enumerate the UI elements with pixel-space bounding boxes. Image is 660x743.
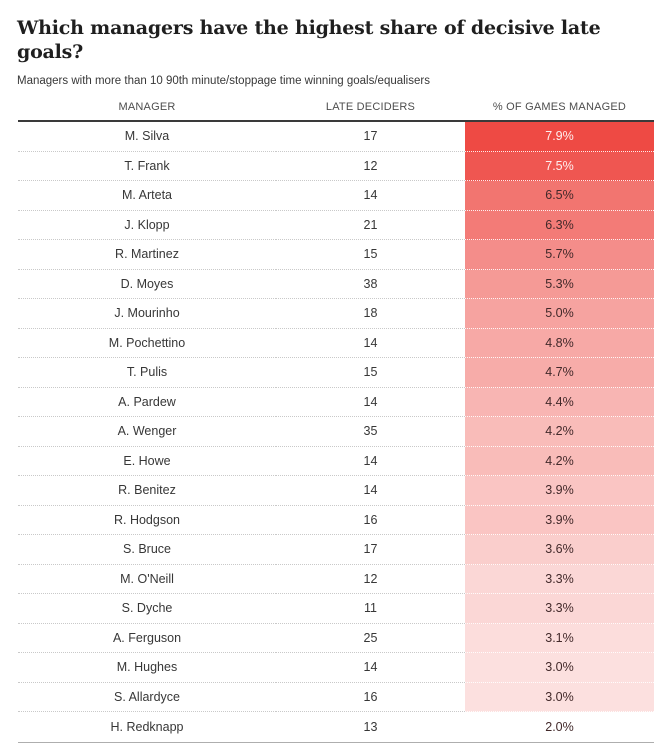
late-deciders-value: 14 xyxy=(276,476,465,506)
table-header-row: MANAGER LATE DECIDERS % OF GAMES MANAGED xyxy=(18,101,654,120)
pct-games-value: 4.8% xyxy=(465,328,654,358)
late-deciders-value: 15 xyxy=(276,358,465,388)
pct-games-value: 5.3% xyxy=(465,269,654,299)
table-row: M. Arteta 14 6.5% xyxy=(18,181,654,211)
manager-name: M. Arteta xyxy=(18,181,276,211)
manager-name: T. Frank xyxy=(18,152,276,181)
late-deciders-value: 15 xyxy=(276,240,465,270)
pct-games-value: 3.1% xyxy=(465,623,654,653)
pct-games-value: 3.3% xyxy=(465,594,654,624)
manager-name: S. Allardyce xyxy=(18,683,276,712)
manager-name: J. Klopp xyxy=(18,211,276,240)
manager-name: D. Moyes xyxy=(18,270,276,299)
late-deciders-value: 14 xyxy=(276,447,465,476)
page-subtitle: Managers with more than 10 90th minute/s… xyxy=(17,75,430,87)
pct-games-value: 3.0% xyxy=(465,653,654,683)
manager-name: M. Hughes xyxy=(18,653,276,683)
manager-name: J. Mourinho xyxy=(18,299,276,329)
pct-games-value: 6.3% xyxy=(465,210,654,240)
column-header-manager: MANAGER xyxy=(118,101,176,113)
pct-games-value: 4.2% xyxy=(465,417,654,447)
table-row: M. Pochettino 14 4.8% xyxy=(18,328,654,358)
late-deciders-value: 38 xyxy=(276,270,465,299)
pct-games-value: 3.6% xyxy=(465,535,654,565)
late-deciders-value: 18 xyxy=(276,299,465,329)
manager-name: S. Bruce xyxy=(18,535,276,565)
pct-games-value: 3.3% xyxy=(465,564,654,594)
table-row: M. O'Neill 12 3.3% xyxy=(18,564,654,594)
late-deciders-value: 16 xyxy=(276,683,465,712)
table-row: R. Benitez 14 3.9% xyxy=(18,476,654,506)
pct-games-value: 6.5% xyxy=(465,181,654,211)
pct-games-value: 5.7% xyxy=(465,240,654,270)
pct-games-value: 7.5% xyxy=(465,151,654,181)
table-row: M. Silva 17 7.9% xyxy=(18,122,654,152)
pct-games-value: 4.7% xyxy=(465,358,654,388)
column-header-late-deciders: LATE DECIDERS xyxy=(325,101,416,113)
late-deciders-value: 35 xyxy=(276,417,465,447)
manager-name: T. Pulis xyxy=(18,358,276,388)
late-deciders-value: 14 xyxy=(276,653,465,683)
manager-name: M. Silva xyxy=(18,122,276,152)
manager-name: R. Benitez xyxy=(18,476,276,506)
late-deciders-value: 14 xyxy=(276,181,465,211)
late-deciders-value: 14 xyxy=(276,388,465,417)
table-row: M. Hughes 14 3.0% xyxy=(18,653,654,683)
table-row: J. Mourinho 18 5.0% xyxy=(18,299,654,329)
late-deciders-value: 12 xyxy=(276,152,465,181)
table-row: A. Pardew 14 4.4% xyxy=(18,387,654,417)
late-deciders-value: 21 xyxy=(276,211,465,240)
table-row: R. Hodgson 16 3.9% xyxy=(18,505,654,535)
late-deciders-value: 14 xyxy=(276,329,465,358)
late-deciders-value: 13 xyxy=(363,719,378,734)
pct-games-value: 2.0% xyxy=(465,712,654,742)
table-row: D. Moyes 38 5.3% xyxy=(18,269,654,299)
manager-name: M. O'Neill xyxy=(18,565,276,594)
manager-name: A. Wenger xyxy=(18,417,276,447)
pct-games-value: 3.9% xyxy=(465,476,654,506)
manager-name: R. Martinez xyxy=(18,240,276,270)
manager-name: R. Hodgson xyxy=(18,506,276,535)
table-row: S. Bruce 17 3.6% xyxy=(18,535,654,565)
table-row: R. Martinez 15 5.7% xyxy=(18,240,654,270)
table-row: A. Wenger 35 4.2% xyxy=(18,417,654,447)
table-row: J. Klopp 21 6.3% xyxy=(18,210,654,240)
manager-name: H. Redknapp xyxy=(110,719,184,734)
late-deciders-value: 25 xyxy=(276,624,465,653)
table-body: M. Silva 17 7.9% T. Frank 12 7.5% M. Arteta 14 6… xyxy=(18,120,654,743)
table-row: T. Pulis 15 4.7% xyxy=(18,358,654,388)
table-row: S. Allardyce 16 3.0% xyxy=(18,682,654,712)
pct-games-value: 3.9% xyxy=(465,505,654,535)
table-row: E. Howe 14 4.2% xyxy=(18,446,654,476)
late-deciders-value: 17 xyxy=(276,535,465,565)
manager-name: S. Dyche xyxy=(18,594,276,624)
pct-games-value: 7.9% xyxy=(465,122,654,152)
column-header-pct-games-managed: % OF GAMES MANAGED xyxy=(492,101,627,113)
pct-games-value: 4.2% xyxy=(465,446,654,476)
manager-name: E. Howe xyxy=(18,447,276,476)
late-deciders-value: 11 xyxy=(276,594,465,624)
late-deciders-value: 16 xyxy=(276,506,465,535)
table-row: T. Frank 12 7.5% xyxy=(18,151,654,181)
table-row: H. Redknapp 13 2.0% xyxy=(18,712,654,742)
pct-games-value: 5.0% xyxy=(465,299,654,329)
managers-table: MANAGER LATE DECIDERS % OF GAMES MANAGED… xyxy=(18,101,654,743)
pct-games-value: 4.4% xyxy=(465,387,654,417)
table-row: S. Dyche 11 3.3% xyxy=(18,594,654,624)
late-deciders-value: 12 xyxy=(276,565,465,594)
page-title: Which managers have the highest share of… xyxy=(17,17,601,63)
manager-name: A. Pardew xyxy=(18,388,276,417)
manager-name: A. Ferguson xyxy=(18,624,276,653)
pct-games-value: 3.0% xyxy=(465,682,654,712)
table-row: A. Ferguson 25 3.1% xyxy=(18,623,654,653)
late-deciders-value: 17 xyxy=(276,122,465,152)
manager-name: M. Pochettino xyxy=(18,329,276,358)
